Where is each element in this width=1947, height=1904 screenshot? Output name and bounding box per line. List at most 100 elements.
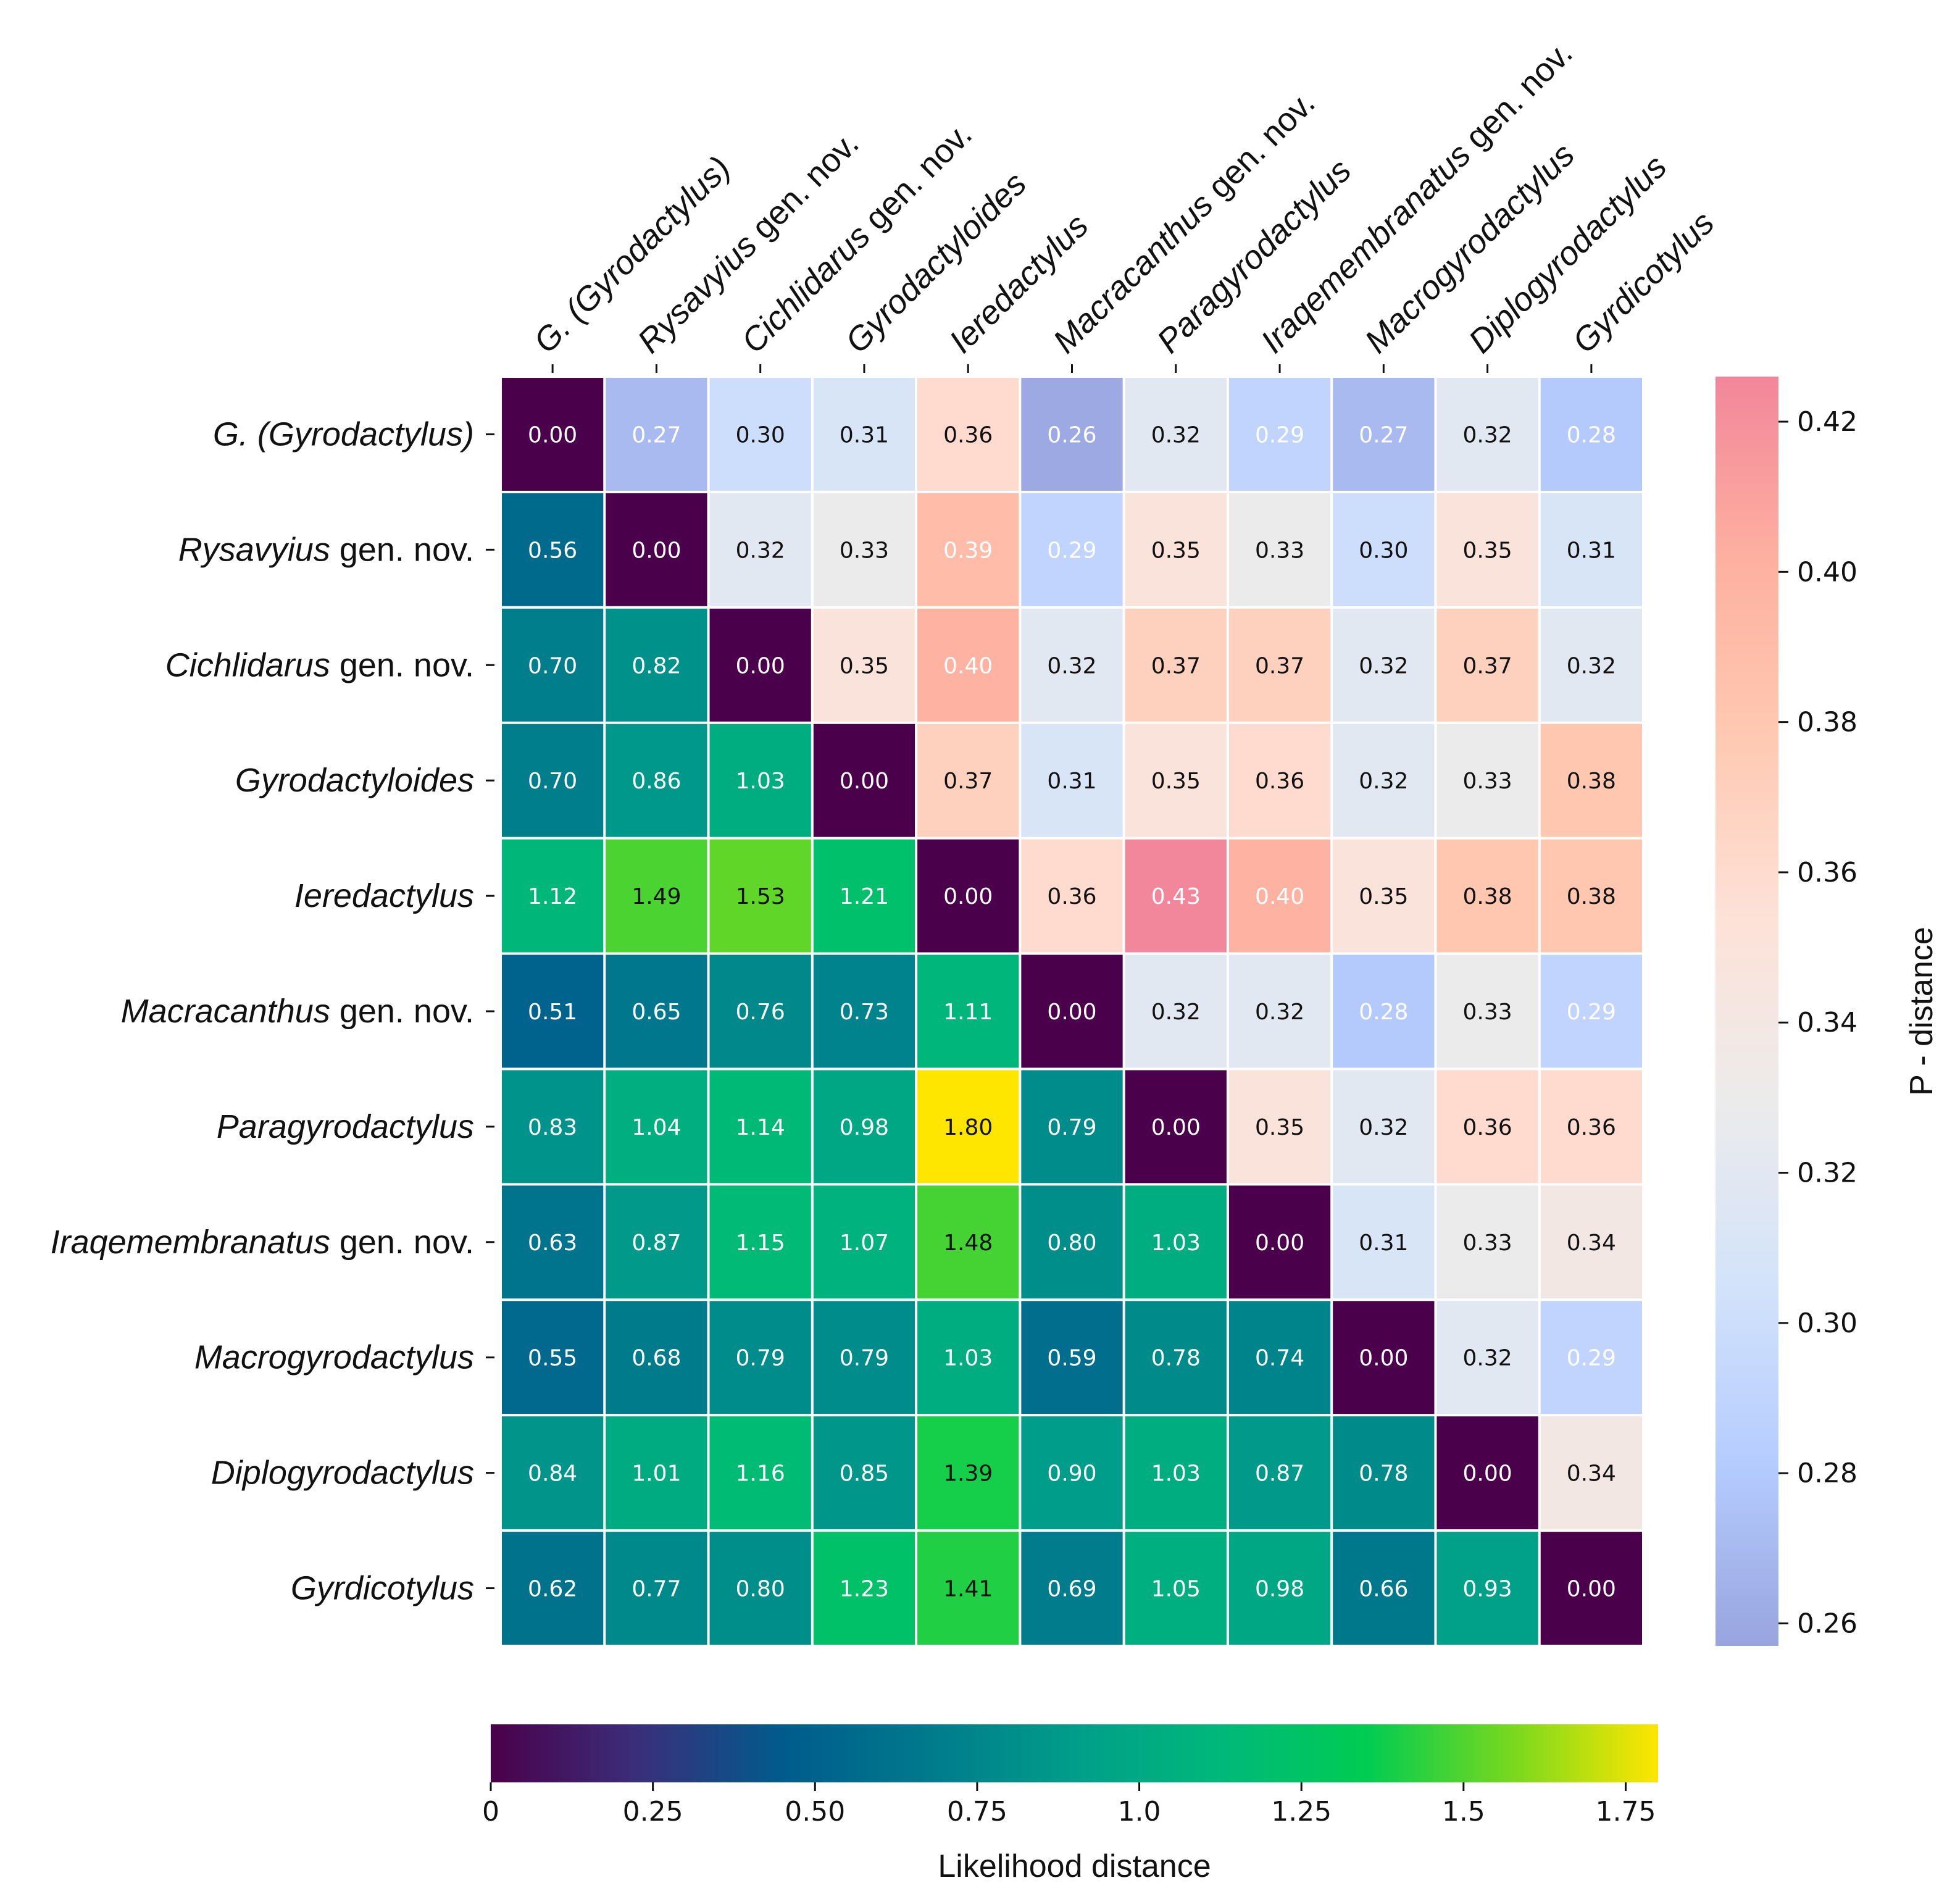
taxon-name: Cichlidarus bbox=[165, 646, 330, 683]
heatmap-cell: 0.00 bbox=[606, 493, 707, 606]
cell-rect bbox=[917, 1185, 1019, 1299]
cell-value: 0.32 bbox=[1151, 1000, 1201, 1025]
cell-value: 0.80 bbox=[1047, 1230, 1096, 1256]
cell-rect bbox=[1021, 608, 1123, 722]
cell-value: 0.00 bbox=[528, 422, 577, 448]
heatmap-cell: 0.33 bbox=[1228, 493, 1331, 606]
cell-rect bbox=[917, 608, 1019, 722]
cell-rect bbox=[1540, 954, 1642, 1068]
cell-rect bbox=[1021, 839, 1123, 953]
heatmap-cell: 0.59 bbox=[1021, 1301, 1123, 1414]
cell-rect bbox=[502, 1532, 604, 1645]
cell-value: 0.00 bbox=[736, 653, 785, 679]
cell-value: 0.93 bbox=[1463, 1577, 1512, 1602]
row-label: Paragyrodactylus bbox=[217, 1108, 474, 1145]
cell-value: 0.78 bbox=[1359, 1461, 1408, 1487]
colorbar-tick-label: 0.50 bbox=[785, 1796, 845, 1827]
cell-rect bbox=[502, 493, 604, 606]
cell-rect bbox=[813, 1301, 915, 1414]
cell-rect bbox=[1021, 1185, 1123, 1299]
colorbar-title: P - distance bbox=[1904, 927, 1940, 1096]
cell-value: 0.33 bbox=[840, 538, 889, 563]
cell-rect bbox=[1540, 493, 1642, 606]
heatmap-cell: 0.87 bbox=[1228, 1416, 1331, 1530]
heatmap-cell: 0.00 bbox=[709, 608, 811, 722]
cell-rect bbox=[1021, 1301, 1123, 1414]
cell-rect bbox=[1125, 1532, 1227, 1645]
cell-rect bbox=[1540, 1532, 1642, 1645]
cell-value: 0.33 bbox=[1463, 769, 1512, 794]
colorbar-tick-label: 0.40 bbox=[1797, 556, 1857, 588]
cell-value: 0.55 bbox=[528, 1346, 577, 1371]
cell-rect bbox=[1540, 1070, 1642, 1184]
cell-rect bbox=[1228, 1070, 1331, 1184]
cell-value: 0.56 bbox=[528, 538, 577, 563]
colorbar-title: Likelihood distance bbox=[938, 1848, 1211, 1884]
cell-value: 0.31 bbox=[840, 422, 889, 448]
cell-rect bbox=[1333, 1070, 1435, 1184]
cell-value: 0.38 bbox=[1567, 884, 1616, 909]
cell-value: 0.66 bbox=[1359, 1577, 1408, 1602]
heatmap-cell: 1.41 bbox=[917, 1532, 1019, 1645]
cell-rect bbox=[1436, 608, 1538, 722]
cell-value: 0.33 bbox=[1255, 538, 1304, 563]
cell-value: 0.59 bbox=[1047, 1346, 1096, 1371]
cell-value: 0.32 bbox=[1047, 653, 1096, 679]
cell-rect bbox=[917, 1416, 1019, 1530]
cell-value: 1.01 bbox=[632, 1461, 681, 1487]
cell-rect bbox=[709, 378, 811, 491]
cell-rect bbox=[1333, 493, 1435, 606]
heatmap-cell: 0.74 bbox=[1228, 1301, 1331, 1414]
heatmap-cell: 0.80 bbox=[709, 1532, 811, 1645]
cell-value: 0.28 bbox=[1359, 1000, 1408, 1025]
cell-value: 1.21 bbox=[840, 884, 889, 909]
cell-rect bbox=[813, 378, 915, 491]
colorbar-tick-label: 0.42 bbox=[1797, 406, 1857, 438]
cell-value: 1.03 bbox=[736, 769, 785, 794]
cell-value: 0.78 bbox=[1151, 1346, 1201, 1371]
heatmap-cell: 0.35 bbox=[1125, 724, 1227, 837]
cell-value: 0.32 bbox=[1359, 1115, 1408, 1140]
heatmap-cell: 1.04 bbox=[606, 1070, 707, 1184]
colorbar-tick-label: 0.30 bbox=[1797, 1308, 1857, 1339]
cell-value: 0.82 bbox=[632, 653, 681, 679]
heatmap-cell: 0.28 bbox=[1333, 954, 1435, 1068]
heatmap-cell: 0.37 bbox=[1436, 608, 1538, 722]
cell-value: 0.27 bbox=[632, 422, 681, 448]
cell-value: 0.32 bbox=[1255, 1000, 1304, 1025]
cell-value: 0.36 bbox=[1255, 769, 1304, 794]
heatmap-cell: 0.32 bbox=[709, 493, 811, 606]
cell-value: 0.83 bbox=[528, 1115, 577, 1140]
heatmap-cell: 0.00 bbox=[1125, 1070, 1227, 1184]
cell-rect bbox=[1540, 1301, 1642, 1414]
heatmap-cell: 0.36 bbox=[1228, 724, 1331, 837]
cell-rect bbox=[709, 954, 811, 1068]
cell-value: 0.80 bbox=[736, 1577, 785, 1602]
heatmap-cell: 0.85 bbox=[813, 1416, 915, 1530]
heatmap-cell: 1.03 bbox=[709, 724, 811, 837]
heatmap-cell: 0.79 bbox=[709, 1301, 811, 1414]
cell-value: 0.32 bbox=[1463, 1346, 1512, 1371]
cell-rect bbox=[1125, 839, 1227, 953]
cell-rect bbox=[709, 1070, 811, 1184]
heatmap-cell: 0.84 bbox=[502, 1416, 604, 1530]
cell-rect bbox=[1021, 954, 1123, 1068]
heatmap-cell: 0.30 bbox=[1333, 493, 1435, 606]
cell-value: 0.36 bbox=[1463, 1115, 1512, 1140]
cell-rect bbox=[606, 493, 707, 606]
heatmap-cell: 0.32 bbox=[1228, 954, 1331, 1068]
cell-value: 0.70 bbox=[528, 769, 577, 794]
cell-value: 0.73 bbox=[840, 1000, 889, 1025]
colorbar-tick-label: 1.75 bbox=[1595, 1796, 1656, 1827]
heatmap-cell: 0.63 bbox=[502, 1185, 604, 1299]
cell-rect bbox=[1125, 1301, 1227, 1414]
heatmap-cell: 0.69 bbox=[1021, 1532, 1123, 1645]
heatmap-cell: 0.98 bbox=[813, 1070, 915, 1184]
cell-value: 0.87 bbox=[632, 1230, 681, 1256]
heatmap-cell: 0.40 bbox=[917, 608, 1019, 722]
cell-rect bbox=[606, 1185, 707, 1299]
cell-rect bbox=[606, 1416, 707, 1530]
row-label: Cichlidarus gen. nov. bbox=[165, 646, 474, 683]
heatmap-cell: 0.70 bbox=[502, 608, 604, 722]
row-label: Macrogyrodactylus bbox=[194, 1339, 474, 1376]
